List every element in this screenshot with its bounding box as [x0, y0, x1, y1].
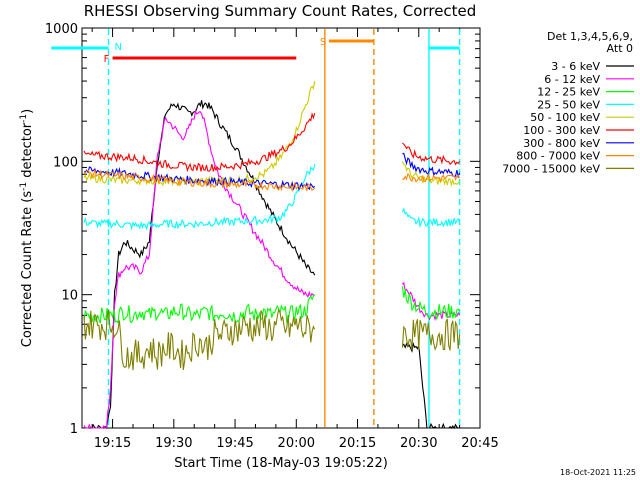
series-line-100-300-kev [83, 112, 316, 173]
series-line-50-100-kev [401, 161, 461, 188]
y-tick-label: 100 [53, 155, 78, 170]
x-tick-label: 20:00 [278, 436, 315, 451]
series-line-12-25-kev [401, 286, 461, 320]
axes: 1 10 100 1000 19:15 19:30 19:45 20:00 20:15 20:30… [45, 22, 499, 451]
series-line-7000-15000-kev [83, 308, 316, 371]
vertical-markers [107, 29, 461, 427]
legend-header-line-2: Att 0 [607, 42, 633, 55]
legend-entry-label: 25 - 50 keV [537, 98, 600, 111]
plot-frame [81, 27, 481, 429]
legend-entry-label: 100 - 300 keV [523, 124, 600, 137]
series-line-50-100-kev [83, 81, 316, 187]
footer-timestamp: 18-Oct-2021 11:25 [560, 468, 636, 477]
series-line-100-300-kev [402, 142, 461, 166]
x-axis-label: Start Time (18-May-03 19:05:22) [174, 456, 388, 471]
legend-entry-label: 3 - 6 keV [551, 60, 600, 73]
legend-entry-label: 12 - 25 keV [537, 86, 600, 99]
chart-title: RHESSI Observing Summary Count Rates, Co… [84, 2, 477, 20]
legend-entry-label: 7000 - 15000 keV [502, 162, 600, 175]
legend-entry-label: 300 - 800 keV [523, 137, 600, 150]
y-tick-label: 1000 [45, 22, 78, 37]
series-line-7000-15000-kev [401, 318, 461, 351]
series-line-25-50-kev [83, 164, 316, 231]
x-tick-label: 19:45 [216, 436, 253, 451]
x-tick-label: 20:15 [339, 436, 376, 451]
y-tick-label: 1 [70, 422, 78, 437]
x-tick-label: 19:15 [94, 436, 131, 451]
flag-label-s: S [320, 37, 326, 48]
legend-header-line-1: Det 1,3,4,5,6,9, [547, 30, 633, 43]
series-line-3-6-kev [402, 341, 460, 430]
legend-entry-label: 50 - 100 keV [530, 111, 600, 124]
series-line-300-800-kev [402, 152, 461, 179]
series-line-6-12-kev [83, 109, 315, 429]
series-line-800-7000-kev [402, 172, 461, 183]
legend-entry-label: 800 - 7000 keV [516, 150, 600, 163]
series-line-12-25-kev [83, 294, 316, 324]
x-tick-label: 20:45 [461, 436, 498, 451]
legend-entry-label: 6 - 12 keV [544, 73, 600, 86]
flag-label-n: N [114, 42, 121, 53]
series-line-25-50-kev [401, 207, 461, 229]
series-layer [83, 81, 461, 430]
flag-bars: NF S [51, 37, 460, 65]
y-tick-label: 10 [61, 289, 78, 304]
flag-label-f: F [104, 54, 110, 65]
series-line-3-6-kev [83, 100, 316, 430]
x-tick-label: 20:30 [400, 436, 437, 451]
y-axis-label: Corrected Count Rate (s-1 detector-1) [19, 109, 35, 347]
series-line-800-7000-kev [83, 169, 316, 193]
x-tick-label: 19:30 [155, 436, 192, 451]
series-line-300-800-kev [83, 166, 316, 191]
